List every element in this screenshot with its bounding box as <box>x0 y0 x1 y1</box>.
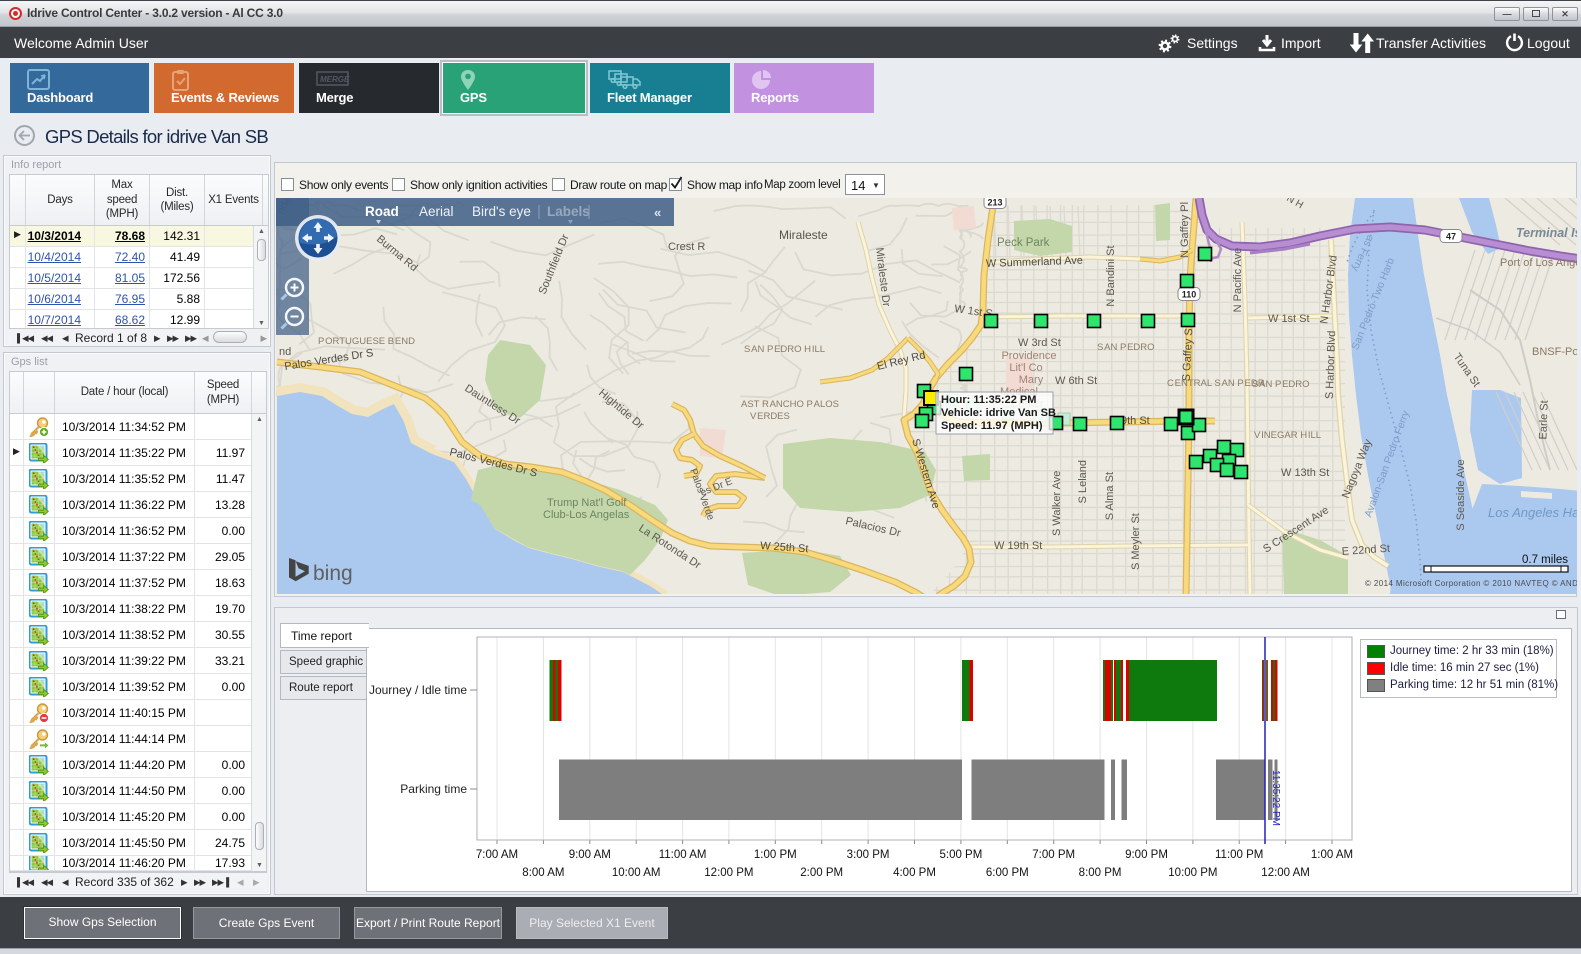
svg-text:S Harbor Blvd: S Harbor Blvd <box>1324 330 1338 399</box>
svg-text:N Gaffey Pl: N Gaffey Pl <box>1179 202 1191 258</box>
svg-text:Club-Los Angelas: Club-Los Angelas <box>543 509 630 521</box>
svg-text:11:35:22 PM: 11:35:22 PM <box>1270 770 1281 826</box>
svg-text:Journey / Idle time: Journey / Idle time <box>369 683 467 697</box>
svg-text:8:00 PM: 8:00 PM <box>1079 867 1122 879</box>
svg-text:AST R ANCHO P ALOS: AST R ANCHO P ALOS <box>741 399 839 410</box>
svg-text:N Bandini St: N Bandini St <box>1105 245 1117 306</box>
svg-text:Aerial: Aerial <box>419 204 454 219</box>
svg-text:W Summerland Ave: W Summerland Ave <box>986 255 1083 270</box>
svg-text:Trump Nat'l Golf: Trump Nat'l Golf <box>547 497 627 509</box>
svg-text:10:00 PM: 10:00 PM <box>1168 867 1217 879</box>
svg-text:© 2014 Microsoft Corporation: © 2014 Microsoft Corporation © 2010 NAVT… <box>1365 579 1577 588</box>
svg-text:7:00 AM: 7:00 AM <box>476 849 518 861</box>
svg-text:11:00 PM: 11:00 PM <box>1215 849 1263 861</box>
svg-text:Crest R: Crest R <box>668 241 705 253</box>
svg-text:E 22nd St: E 22nd St <box>1341 543 1390 558</box>
svg-text:9:00 PM: 9:00 PM <box>1125 849 1168 861</box>
svg-text:S AN P EDRO: S AN P EDRO <box>1252 379 1310 390</box>
svg-text:10:00 AM: 10:00 AM <box>612 867 661 879</box>
svg-text:Earle St: Earle St <box>1537 400 1550 440</box>
svg-text:12:00 PM: 12:00 PM <box>704 867 753 879</box>
svg-text:3:00 PM: 3:00 PM <box>847 849 890 861</box>
svg-text:P ORTUGUESE B END: P ORTUGUESE B END <box>318 336 415 347</box>
svg-text:Los Angeles Harb: Los Angeles Harb <box>1488 505 1577 520</box>
svg-text:N Pacific Ave: N Pacific Ave <box>1232 248 1244 313</box>
svg-text:Lit'l Co: Lit'l Co <box>1009 362 1042 374</box>
svg-text:W 1st St: W 1st St <box>1268 313 1310 325</box>
svg-text:S Meyler St: S Meyler St <box>1130 513 1142 570</box>
svg-text:S Gaffey S: S Gaffey S <box>1181 328 1196 382</box>
svg-text:8:00 AM: 8:00 AM <box>522 867 564 879</box>
svg-text:5:00 PM: 5:00 PM <box>939 849 982 861</box>
svg-text:Terminal Isl: Terminal Isl <box>1516 226 1577 240</box>
svg-text:0.7 miles: 0.7 miles <box>1522 554 1568 566</box>
svg-text:1:00 PM: 1:00 PM <box>754 849 797 861</box>
svg-text:9:00 AM: 9:00 AM <box>569 849 611 861</box>
svg-text:12:00 AM: 12:00 AM <box>1261 867 1310 879</box>
svg-text:47: 47 <box>1446 232 1456 242</box>
svg-text:Labels: Labels <box>547 204 590 219</box>
svg-text:Bird's eye: Bird's eye <box>472 204 531 219</box>
svg-text:Peck Park: Peck Park <box>997 237 1050 249</box>
svg-text:Port of Los Angel: Port of Los Angel <box>1500 257 1577 269</box>
svg-text:S Walker Ave: S Walker Ave <box>1051 471 1063 536</box>
svg-text:W 25th St: W 25th St <box>760 540 809 555</box>
svg-text:S Leland: S Leland <box>1077 460 1089 503</box>
svg-text:«: « <box>654 205 661 220</box>
svg-text:MERGE: MERGE <box>320 75 350 84</box>
svg-text:213: 213 <box>987 198 1002 208</box>
svg-text:6:00 PM: 6:00 PM <box>986 867 1029 879</box>
svg-text:S Alma St: S Alma St <box>1104 472 1116 520</box>
svg-text:W 3rd St: W 3rd St <box>1018 337 1061 349</box>
svg-text:Road: Road <box>365 204 399 219</box>
svg-text:1:00 AM: 1:00 AM <box>1311 849 1353 861</box>
svg-text:Providence: Providence <box>1001 350 1056 362</box>
svg-text:V INEGAR H ILL: V INEGAR H ILL <box>1254 430 1321 441</box>
svg-text:bing: bing <box>313 562 353 585</box>
svg-text:W 13th St: W 13th St <box>1281 467 1329 479</box>
svg-text:2:00 PM: 2:00 PM <box>800 867 843 879</box>
svg-text:7:00 PM: 7:00 PM <box>1032 849 1075 861</box>
svg-text:11:00 AM: 11:00 AM <box>659 849 707 861</box>
svg-text:S AN P EDRO: S AN P EDRO <box>1097 342 1155 353</box>
svg-text:9th St: 9th St <box>1121 415 1150 427</box>
svg-text:BNSF-Port: BNSF-Port <box>1532 346 1577 358</box>
svg-text:Hour: 11:35:22 PM: Hour: 11:35:22 PM <box>941 394 1036 406</box>
svg-text:nd: nd <box>279 346 291 358</box>
svg-text:Vehicle: idrive Van SB: Vehicle: idrive Van SB <box>941 407 1056 419</box>
svg-text:Speed: 11.97 (MPH): Speed: 11.97 (MPH) <box>941 420 1043 432</box>
svg-text:W 19th St: W 19th St <box>994 540 1042 552</box>
svg-text:S Seaside Ave: S Seaside Ave <box>1455 459 1467 530</box>
svg-text:W 6th St: W 6th St <box>1055 375 1097 387</box>
svg-text:Mary: Mary <box>1019 374 1044 386</box>
svg-text:S AN P EDRO H ILL: S AN P EDRO H ILL <box>744 344 825 355</box>
svg-text:V ERDES: V ERDES <box>750 411 790 422</box>
svg-text:4:00 PM: 4:00 PM <box>893 867 936 879</box>
svg-text:Parking time: Parking time <box>400 782 467 796</box>
svg-text:110: 110 <box>1182 290 1197 300</box>
svg-text:C ENTRAL S AN P EDR: C ENTRAL S AN P EDR <box>1167 378 1265 389</box>
svg-text:Miraleste: Miraleste <box>779 228 828 242</box>
svg-text:W 1st S: W 1st S <box>954 303 994 320</box>
